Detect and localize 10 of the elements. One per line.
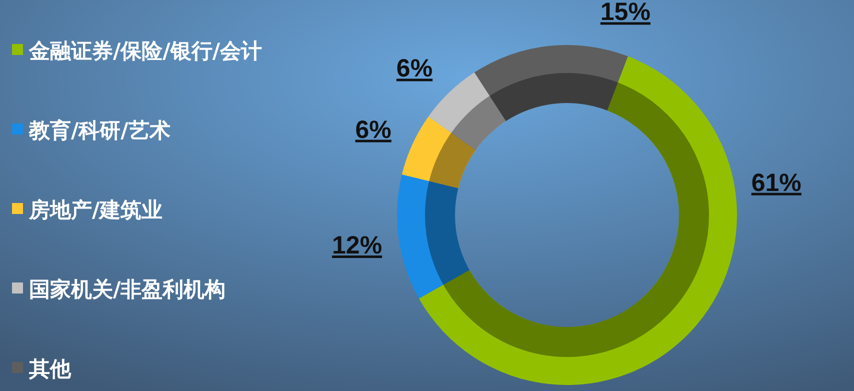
data-label: 12% [332, 232, 382, 260]
data-label: 61% [751, 168, 802, 197]
legend-label: 国家机关/非盈利机构 [29, 278, 226, 302]
legend-label: 其他 [28, 357, 72, 381]
legend-label: 房地产/建筑业 [28, 198, 163, 222]
data-label: 15% [600, 0, 650, 26]
data-label: 6% [355, 116, 392, 144]
legend-label: 金融证券/保险/银行/会计 [28, 39, 262, 63]
legend-label: 教育/科研/艺术 [28, 118, 170, 142]
data-label: 6% [396, 54, 433, 83]
